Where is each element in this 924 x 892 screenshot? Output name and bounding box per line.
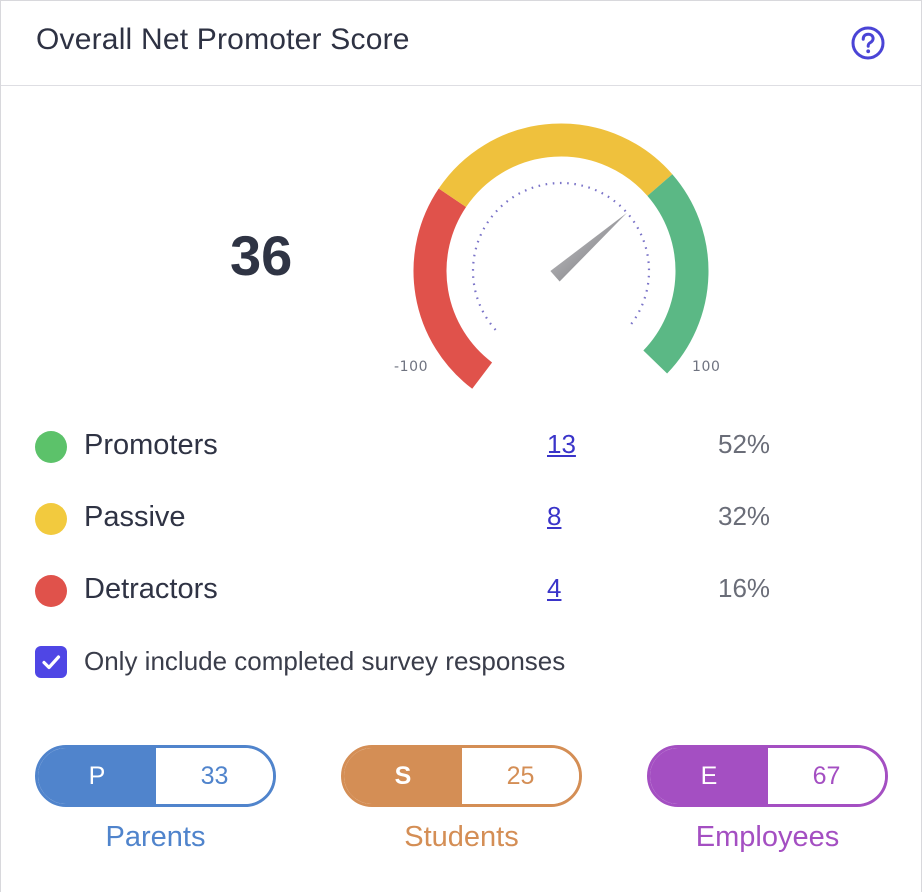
detractors-count-link[interactable]: 4 [547,573,562,603]
check-icon [42,655,61,670]
students-score: 25 [462,748,579,804]
nps-score: 36 [230,224,293,287]
nps-gauge [413,123,709,389]
gauge-segment-passive [438,123,673,208]
employees-score-pill[interactable]: E 67 [647,745,888,807]
parents-label: Parents [105,821,206,853]
gauge-tick-ring [471,181,651,331]
employees-label: Employees [695,821,840,853]
promoters-count-link[interactable]: 13 [547,429,576,459]
employees-initial: E [650,748,768,804]
gauge-max-label: 100 [692,359,721,375]
legend-row-promoters: Promoters 13 52% [35,427,795,467]
parents-score: 33 [156,748,273,804]
card-header: Overall Net Promoter Score [1,1,921,86]
legend-percent: 52% [718,429,771,459]
detractors-dot [35,575,67,607]
passive-count-link[interactable]: 8 [547,501,562,531]
students-score-pill[interactable]: S 25 [341,745,582,807]
gauge-segment-detractors [413,188,493,389]
gauge-min-label: -100 [394,359,429,375]
legend-row-detractors: Detractors 4 16% [35,571,795,611]
gauge-needle [550,212,628,282]
students-label: Students [404,821,519,853]
parents-score-pill[interactable]: P 33 [35,745,276,807]
promoters-dot [35,431,67,463]
card-title: Overall Net Promoter Score [36,23,410,56]
gauge-segment-promoters [643,174,709,374]
legend-percent: 16% [718,573,771,603]
legend-row-passive: Passive 8 32% [35,499,795,539]
completed-responses-filter[interactable]: Only include completed survey responses [35,643,735,679]
legend-label: Promoters [84,429,218,461]
legend-percent: 32% [718,501,771,531]
legend-label: Passive [84,501,186,533]
question-circle-icon[interactable] [850,25,886,61]
completed-responses-label: Only include completed survey responses [84,646,566,676]
students-initial: S [344,748,462,804]
employees-score: 67 [768,748,885,804]
completed-responses-checkbox[interactable] [35,646,67,678]
passive-dot [35,503,67,535]
parents-initial: P [38,748,156,804]
legend-label: Detractors [84,573,218,605]
